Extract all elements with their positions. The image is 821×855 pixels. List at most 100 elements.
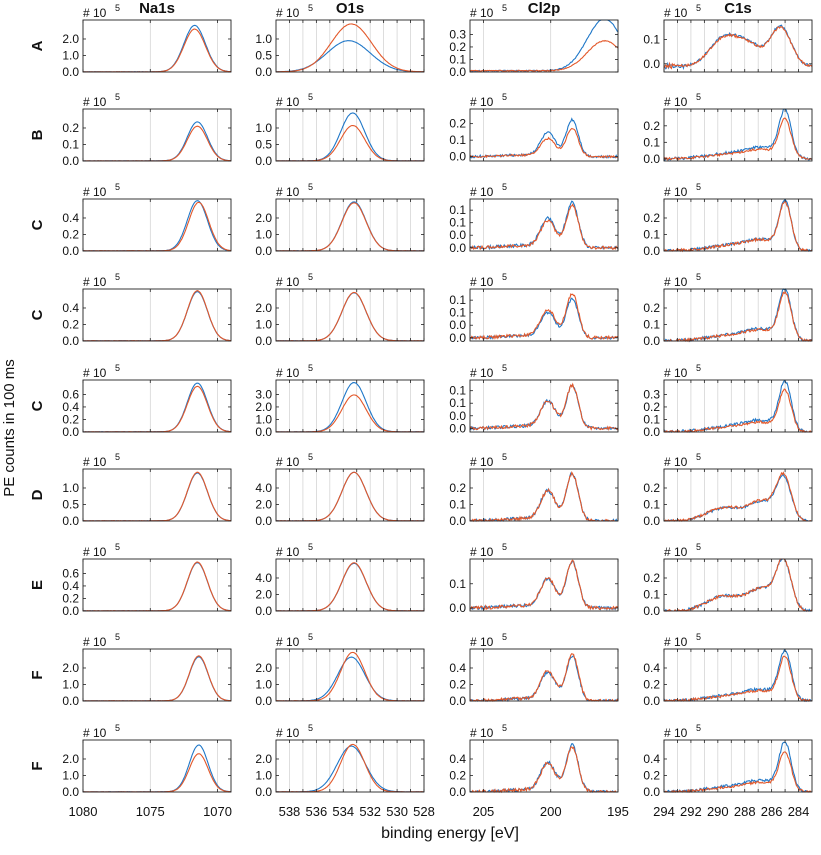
y-tick-label: 0.2 (449, 768, 466, 782)
exponent-label: # 10 (470, 185, 494, 199)
column-title-c1s: C1s (724, 0, 752, 17)
x-tick-label: 1080 (69, 804, 98, 819)
y-tick-label: 1.0 (255, 227, 272, 241)
exponent-label: # 10 (470, 366, 494, 380)
axes-frame (663, 648, 813, 702)
y-tick-label: 0.4 (62, 301, 79, 315)
y-tick-label: 3.0 (255, 387, 272, 401)
panel-b-cl2p: 0.0 0.1 0.2 # 10 5 (449, 92, 619, 164)
axes-frame (469, 468, 619, 522)
y-tick-label: 0.1 (643, 497, 660, 511)
y-tick-label: 0.0 (62, 694, 79, 708)
axes-frame (469, 198, 619, 252)
exponent-power: 5 (696, 632, 701, 642)
y-tick-label: 0.2 (449, 40, 466, 54)
y-tick-label: 0.1 (62, 137, 79, 151)
series-line-orange (82, 561, 232, 612)
panel-c-na1s: 0.0 0.2 0.4 # 10 5 C (29, 182, 232, 258)
x-tick-label: 528 (413, 804, 435, 819)
axes-frame (82, 288, 232, 342)
panel-d-na1s: 0.0 0.5 1.0 # 10 5 D (29, 452, 232, 528)
axes-frame (663, 739, 813, 793)
y-tick-label: 0.1 (643, 412, 660, 426)
exponent-label: # 10 (664, 635, 688, 649)
y-tick-label: 1.0 (62, 48, 79, 62)
y-tick-label: 0.0 (449, 228, 466, 242)
y-tick-label: 0.1 (643, 33, 660, 47)
x-tick-label: 288 (734, 804, 756, 819)
series-line-blue (663, 473, 812, 522)
series-line-orange (469, 203, 619, 251)
series-line-blue (82, 472, 232, 522)
exponent-power: 5 (115, 92, 120, 102)
axes-frame (82, 379, 232, 433)
panel-f-o1s: 0.0 1.0 2.0 # 10 5 (255, 723, 425, 799)
axes-frame (275, 558, 425, 612)
exponent-power: 5 (308, 632, 313, 642)
x-tick-label: 195 (607, 804, 629, 819)
axes-frame (82, 108, 232, 162)
series-line-blue (82, 744, 231, 793)
y-tick-label: 0.0 (449, 514, 466, 528)
axes-frame (275, 198, 425, 252)
x-tick-label: 294 (653, 804, 675, 819)
y-tick-label: 0.1 (449, 396, 466, 410)
axes-frame (82, 468, 232, 522)
axes-frame (663, 288, 813, 342)
series-line-orange (276, 202, 424, 252)
exponent-power: 5 (502, 363, 507, 373)
axes-frame (663, 558, 813, 612)
axes-frame (275, 288, 425, 342)
y-tick-label: 0.2 (449, 117, 466, 131)
series-line-orange (275, 651, 425, 702)
exponent-label: # 10 (276, 185, 300, 199)
series-line-blue (275, 292, 425, 342)
axes-frame (82, 648, 232, 702)
row-label-f: F (29, 761, 46, 770)
exponent-power: 5 (696, 452, 701, 462)
y-tick-label: 0.2 (643, 571, 660, 585)
y-tick-label: 0.0 (643, 152, 660, 166)
series-line-blue (276, 40, 425, 73)
y-tick-label: 0.0 (643, 514, 660, 528)
axes-frame (82, 739, 232, 793)
y-tick-label: 0.0 (643, 694, 660, 708)
y-tick-label: 0.0 (643, 785, 660, 799)
panel-c-c1s: 0.00.10.20.3 # 10 5 (643, 363, 813, 439)
y-tick-label: 0.0 (255, 244, 272, 258)
axes-frame (663, 108, 813, 162)
panel-grid: 0.01.02.0# 10 5A0.00.51.0# 10 50.00.10.20.… (29, 0, 813, 819)
y-tick-label: 4.0 (255, 481, 272, 495)
y-tick-label: 0.5 (255, 48, 272, 62)
exponent-power: 5 (308, 363, 313, 373)
panel-c-cl2p: 0.00.00.10.1# 10 5 (449, 363, 619, 435)
y-tick-label: 0.0 (62, 154, 79, 168)
y-tick-label: 0.4 (62, 579, 79, 593)
y-tick-label: 0.0 (449, 150, 466, 164)
exponent-power: 5 (696, 272, 701, 282)
y-tick-label: 0.0 (449, 694, 466, 708)
series-line-blue (275, 562, 425, 612)
x-tick-label: 532 (359, 804, 381, 819)
axes-frame (663, 468, 813, 522)
y-tick-label: 2.0 (255, 587, 272, 601)
x-tick-label: 1075 (136, 804, 165, 819)
exponent-label: # 10 (83, 635, 107, 649)
series-line-blue (663, 24, 813, 71)
y-tick-label: 0.0 (449, 785, 466, 799)
exponent-label: # 10 (276, 726, 300, 740)
series-line-orange (469, 127, 619, 159)
column-title-cl2p: Cl2p (528, 0, 561, 17)
y-tick-label: 0.1 (643, 227, 660, 241)
series-line-orange (469, 653, 619, 702)
series-line-blue (275, 471, 425, 522)
y-tick-label: 0.2 (643, 677, 660, 691)
series-line-orange (663, 558, 813, 612)
series-line-orange (275, 23, 425, 73)
row-label-c: C (29, 400, 46, 411)
exponent-label: # 10 (664, 95, 688, 109)
y-tick-label: 2.0 (255, 752, 272, 766)
row-label-c: C (29, 309, 46, 320)
series-line-orange (82, 655, 231, 702)
